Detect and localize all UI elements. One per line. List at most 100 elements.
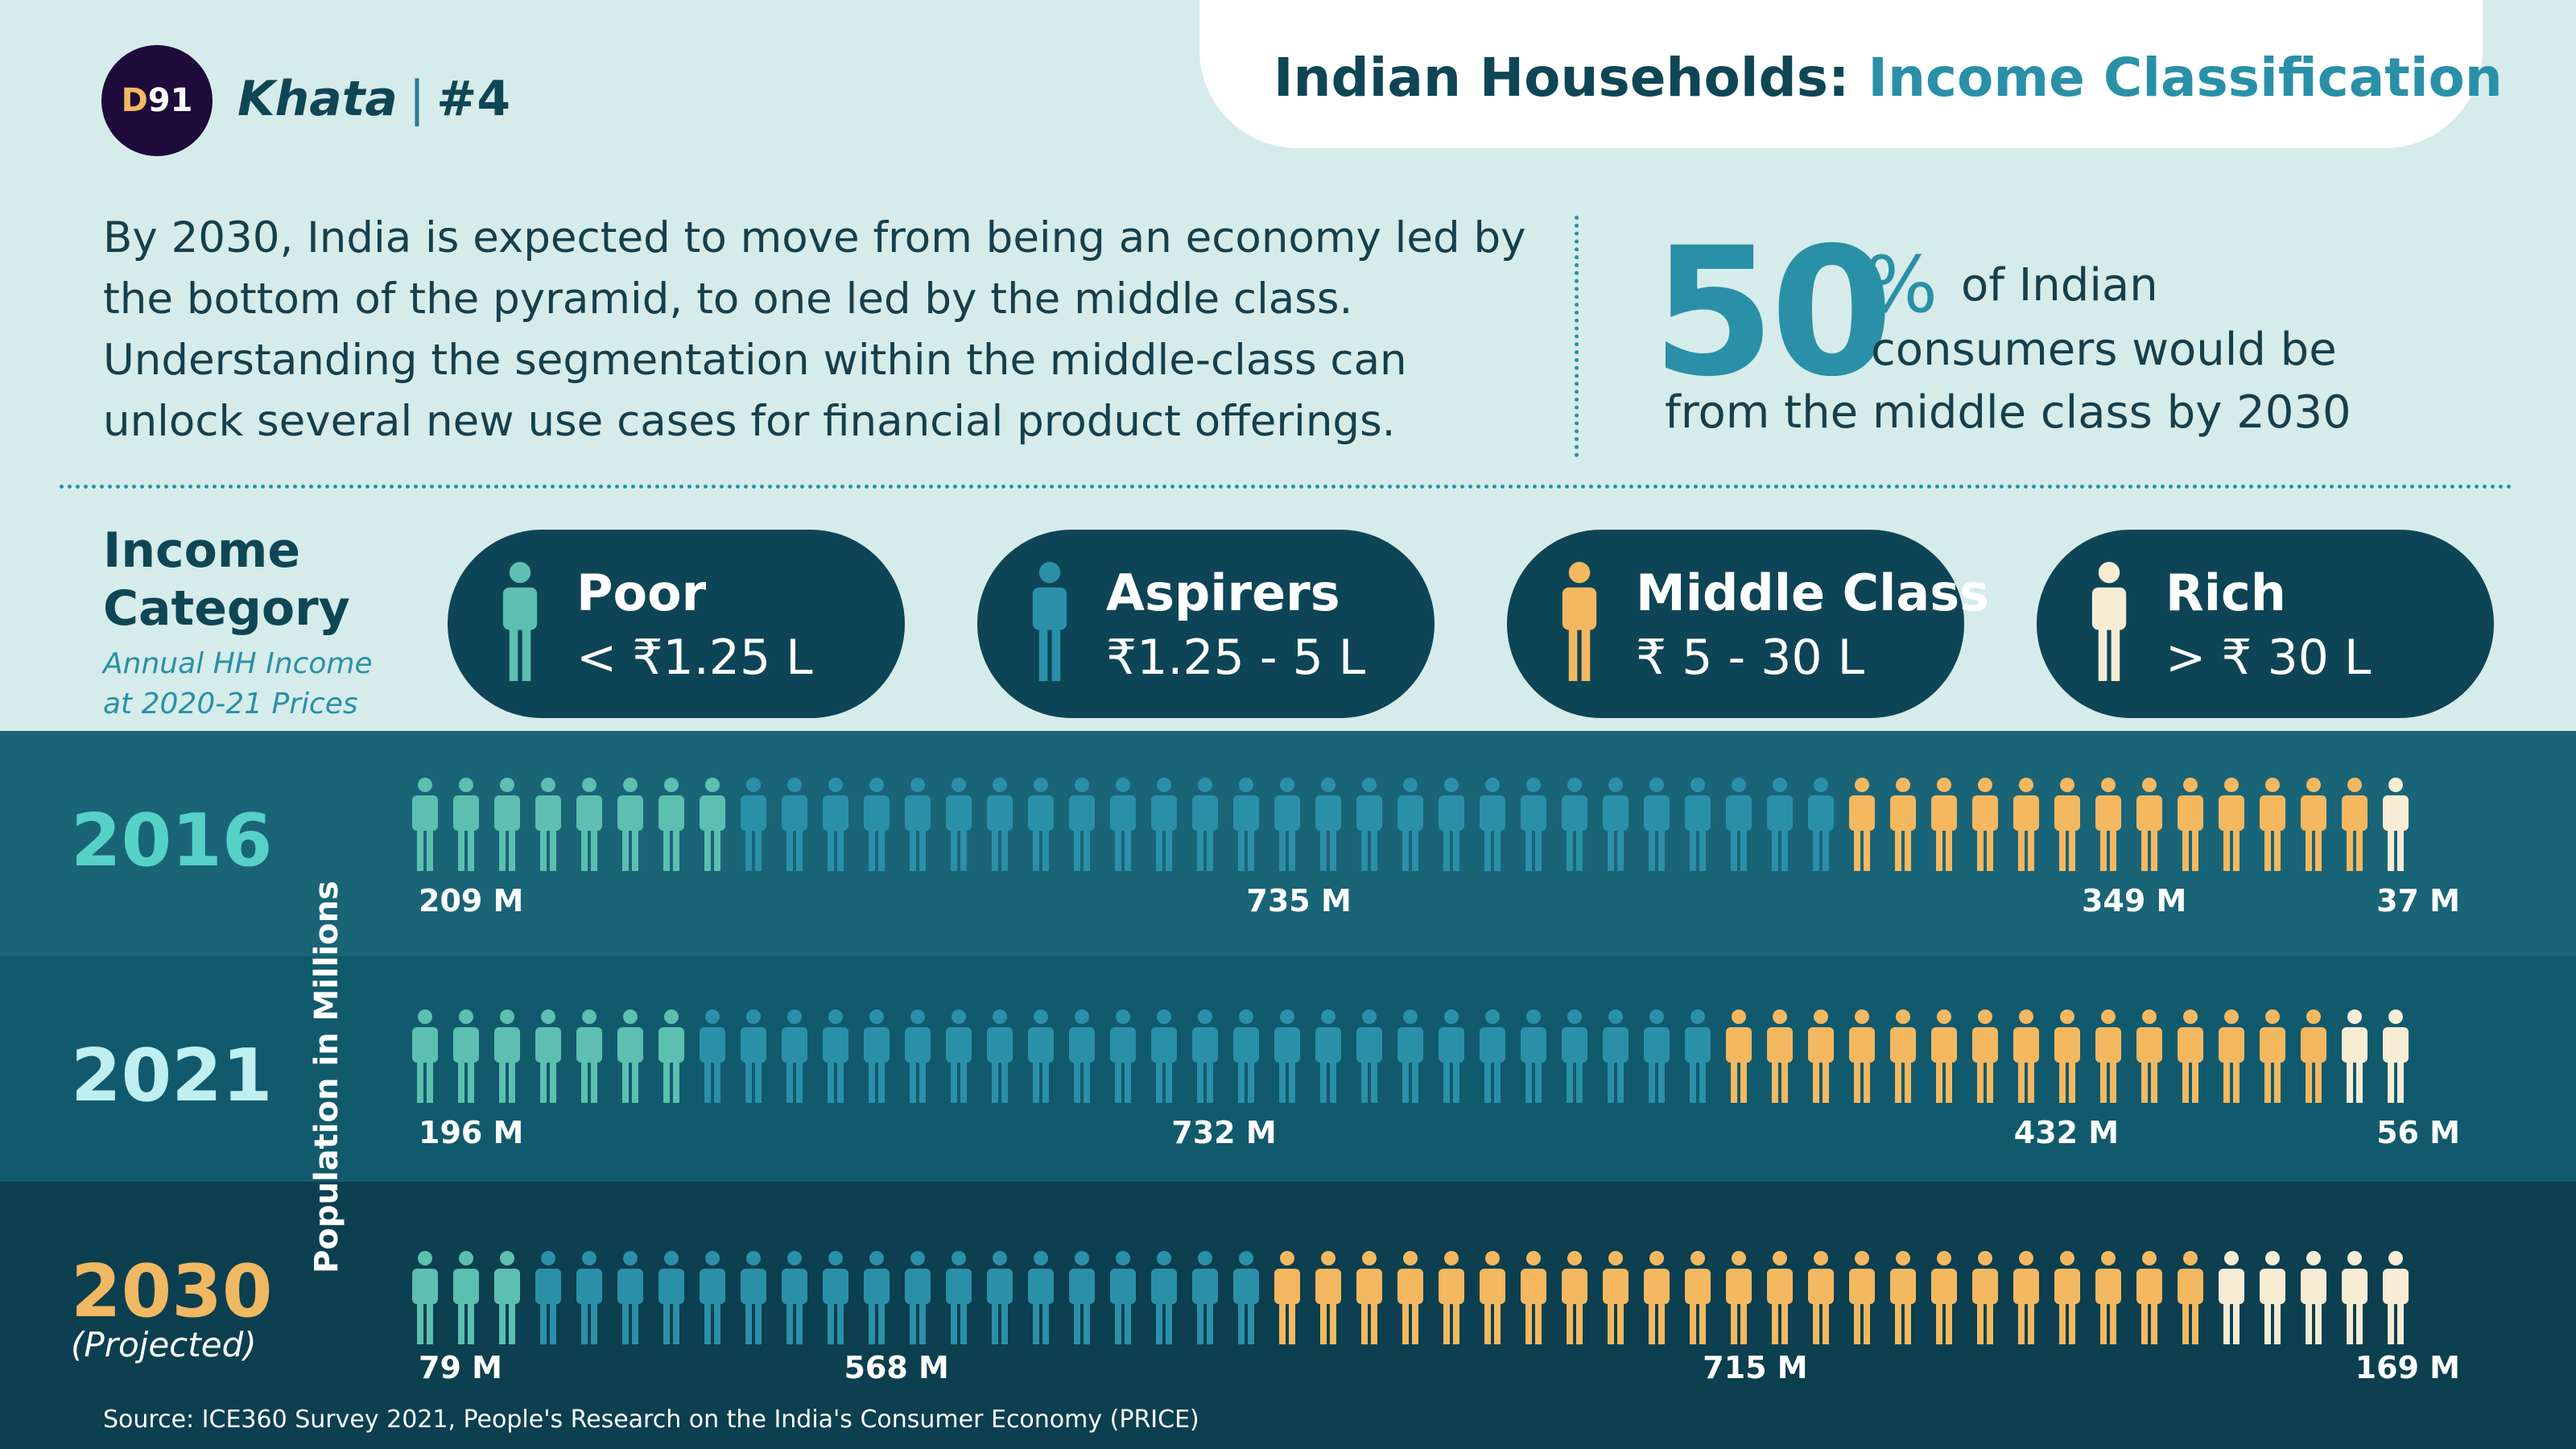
person-2021-aspirers bbox=[1644, 1009, 1670, 1103]
person-2030-middle-class bbox=[1439, 1251, 1464, 1344]
person-2021-aspirers bbox=[1521, 1009, 1546, 1103]
category-pill-poor: Poor < ₹1.25 L bbox=[448, 530, 905, 718]
income-category-title-line2: Category bbox=[103, 580, 350, 637]
person-2030-middle-class bbox=[1726, 1251, 1752, 1344]
person-2016-aspirers bbox=[987, 778, 1013, 871]
person-2016-aspirers bbox=[1274, 778, 1300, 871]
person-2030-rich bbox=[2342, 1251, 2368, 1344]
person-2030-middle-class bbox=[1562, 1251, 1587, 1344]
person-2030-middle-class bbox=[2054, 1251, 2080, 1344]
value-label-2016-poor: 209 M bbox=[419, 883, 523, 919]
person-2016-aspirers bbox=[1480, 778, 1505, 871]
person-2021-middle-class bbox=[1890, 1009, 1916, 1103]
person-2030-middle-class bbox=[1397, 1251, 1423, 1344]
person-2030-aspirers bbox=[1069, 1251, 1095, 1344]
person-2030-middle-class bbox=[1767, 1251, 1793, 1344]
person-2030-aspirers bbox=[741, 1251, 766, 1344]
person-2016-aspirers bbox=[946, 778, 972, 871]
brand-title: Khata | #4 bbox=[237, 71, 510, 127]
person-2021-poor bbox=[658, 1009, 684, 1103]
person-2016-poor bbox=[535, 778, 561, 871]
category-range-middle-class: ₹ 5 - 30 L bbox=[1636, 630, 1865, 686]
person-2021-aspirers bbox=[823, 1009, 848, 1103]
person-2016-aspirers bbox=[1439, 778, 1464, 871]
person-2021-middle-class bbox=[1808, 1009, 1834, 1103]
person-2021-aspirers bbox=[1480, 1009, 1505, 1103]
person-2021-middle-class bbox=[2095, 1009, 2121, 1103]
person-2030-middle-class bbox=[1315, 1251, 1341, 1344]
brand-name: Khata bbox=[237, 71, 398, 127]
category-pill-rich: Rich > ₹ 30 L bbox=[2037, 530, 2494, 718]
person-2021-aspirers bbox=[782, 1009, 807, 1103]
person-2030-middle-class bbox=[1808, 1251, 1834, 1344]
person-2016-aspirers bbox=[1521, 778, 1546, 871]
income-category-title: Income Category bbox=[103, 522, 350, 638]
person-2030-middle-class bbox=[2178, 1251, 2203, 1344]
person-icon-aspirers bbox=[1032, 562, 1067, 681]
person-2021-middle-class bbox=[2013, 1009, 2039, 1103]
person-2030-aspirers bbox=[782, 1251, 807, 1344]
person-2030-poor bbox=[494, 1251, 520, 1344]
person-2021-aspirers bbox=[946, 1009, 972, 1103]
person-2030-poor bbox=[412, 1251, 438, 1344]
person-2016-aspirers bbox=[1192, 778, 1218, 871]
person-2021-middle-class bbox=[2260, 1009, 2285, 1103]
person-2016-middle-class bbox=[2054, 778, 2080, 871]
person-2016-aspirers bbox=[1356, 778, 1382, 871]
person-2016-middle-class bbox=[2219, 778, 2244, 871]
person-2016-poor bbox=[412, 778, 438, 871]
person-2016-aspirers bbox=[1767, 778, 1793, 871]
person-2030-aspirers bbox=[1233, 1251, 1259, 1344]
value-label-2021-middle-class: 432 M bbox=[2014, 1115, 2119, 1150]
horizontal-divider bbox=[60, 485, 2513, 489]
projected-note: (Projected) bbox=[71, 1325, 257, 1364]
person-2016-middle-class bbox=[2013, 778, 2039, 871]
person-2016-aspirers bbox=[1644, 778, 1670, 871]
person-2021-aspirers bbox=[864, 1009, 890, 1103]
person-2030-aspirers bbox=[823, 1251, 848, 1344]
value-label-2021-poor: 196 M bbox=[419, 1115, 523, 1150]
d91-logo: D 91 bbox=[101, 45, 213, 156]
person-2016-middle-class bbox=[2178, 778, 2203, 871]
person-2016-aspirers bbox=[782, 778, 807, 871]
person-2016-aspirers bbox=[1233, 778, 1259, 871]
person-2016-poor bbox=[453, 778, 479, 871]
category-name-aspirers: Aspirers bbox=[1106, 564, 1340, 622]
person-2030-rich bbox=[2301, 1251, 2326, 1344]
person-2030-rich bbox=[2219, 1251, 2244, 1344]
person-2021-poor bbox=[535, 1009, 561, 1103]
person-icon-poor bbox=[502, 562, 538, 681]
value-label-2030-aspirers: 568 M bbox=[844, 1350, 948, 1385]
person-2030-middle-class bbox=[2013, 1251, 2039, 1344]
person-2016-middle-class bbox=[2342, 778, 2368, 871]
brand-separator: | bbox=[408, 71, 426, 127]
category-pill-aspirers: Aspirers ₹1.25 - 5 L bbox=[977, 530, 1435, 718]
person-2030-aspirers bbox=[1028, 1251, 1054, 1344]
person-2021-aspirers bbox=[1274, 1009, 1300, 1103]
person-2016-rich bbox=[2383, 778, 2409, 871]
person-2016-aspirers bbox=[1151, 778, 1177, 871]
person-2021-aspirers bbox=[1562, 1009, 1587, 1103]
person-icon-middle-class bbox=[1562, 562, 1597, 681]
person-2021-aspirers bbox=[1356, 1009, 1382, 1103]
income-category-subtitle-line2: at 2020-21 Prices bbox=[103, 687, 358, 720]
person-2016-middle-class bbox=[2260, 778, 2285, 871]
person-2030-rich bbox=[2383, 1251, 2409, 1344]
person-2016-middle-class bbox=[1972, 778, 1998, 871]
person-2021-aspirers bbox=[741, 1009, 766, 1103]
person-2021-aspirers bbox=[1192, 1009, 1218, 1103]
vertical-divider bbox=[1575, 216, 1579, 457]
person-2030-middle-class bbox=[1849, 1251, 1875, 1344]
person-2016-middle-class bbox=[1849, 778, 1875, 871]
person-2016-aspirers bbox=[1685, 778, 1711, 871]
stat-percent-sign: % bbox=[1864, 240, 1938, 330]
person-2030-aspirers bbox=[576, 1251, 602, 1344]
value-label-2030-rich: 169 M bbox=[2355, 1350, 2460, 1385]
person-2016-aspirers bbox=[1397, 778, 1423, 871]
person-2030-middle-class bbox=[1644, 1251, 1670, 1344]
stat-text-line2: consumers would be bbox=[1871, 324, 2337, 376]
person-icon-rich bbox=[2091, 562, 2127, 681]
person-2030-middle-class bbox=[1274, 1251, 1300, 1344]
value-label-2016-aspirers: 735 M bbox=[1246, 883, 1351, 919]
person-2021-middle-class bbox=[1849, 1009, 1875, 1103]
